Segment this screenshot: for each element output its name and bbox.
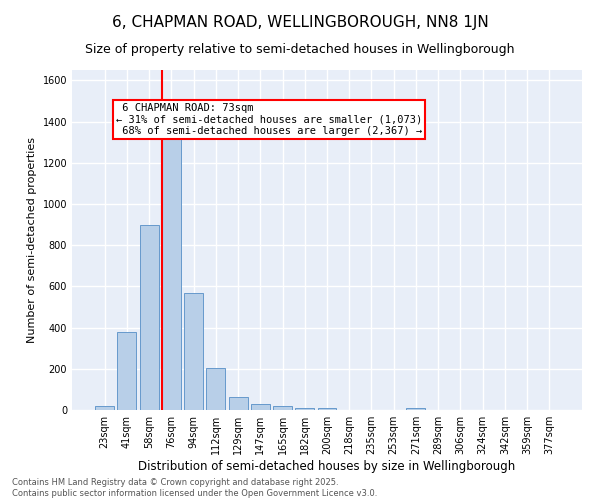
Bar — [140, 224, 158, 410]
Bar — [295, 408, 314, 410]
Bar — [162, 138, 181, 410]
Bar — [317, 408, 337, 410]
Bar — [95, 406, 114, 410]
Bar — [118, 332, 136, 410]
Bar — [273, 406, 292, 410]
Bar — [206, 368, 225, 410]
Bar — [406, 408, 425, 410]
Text: 6, CHAPMAN ROAD, WELLINGBOROUGH, NN8 1JN: 6, CHAPMAN ROAD, WELLINGBOROUGH, NN8 1JN — [112, 15, 488, 30]
X-axis label: Distribution of semi-detached houses by size in Wellingborough: Distribution of semi-detached houses by … — [139, 460, 515, 473]
Bar — [229, 396, 248, 410]
Text: 6 CHAPMAN ROAD: 73sqm
← 31% of semi-detached houses are smaller (1,073)
 68% of : 6 CHAPMAN ROAD: 73sqm ← 31% of semi-deta… — [116, 103, 422, 136]
Bar — [251, 404, 270, 410]
Text: Size of property relative to semi-detached houses in Wellingborough: Size of property relative to semi-detach… — [85, 42, 515, 56]
Text: Contains HM Land Registry data © Crown copyright and database right 2025.
Contai: Contains HM Land Registry data © Crown c… — [12, 478, 377, 498]
Bar — [184, 292, 203, 410]
Y-axis label: Number of semi-detached properties: Number of semi-detached properties — [27, 137, 37, 343]
